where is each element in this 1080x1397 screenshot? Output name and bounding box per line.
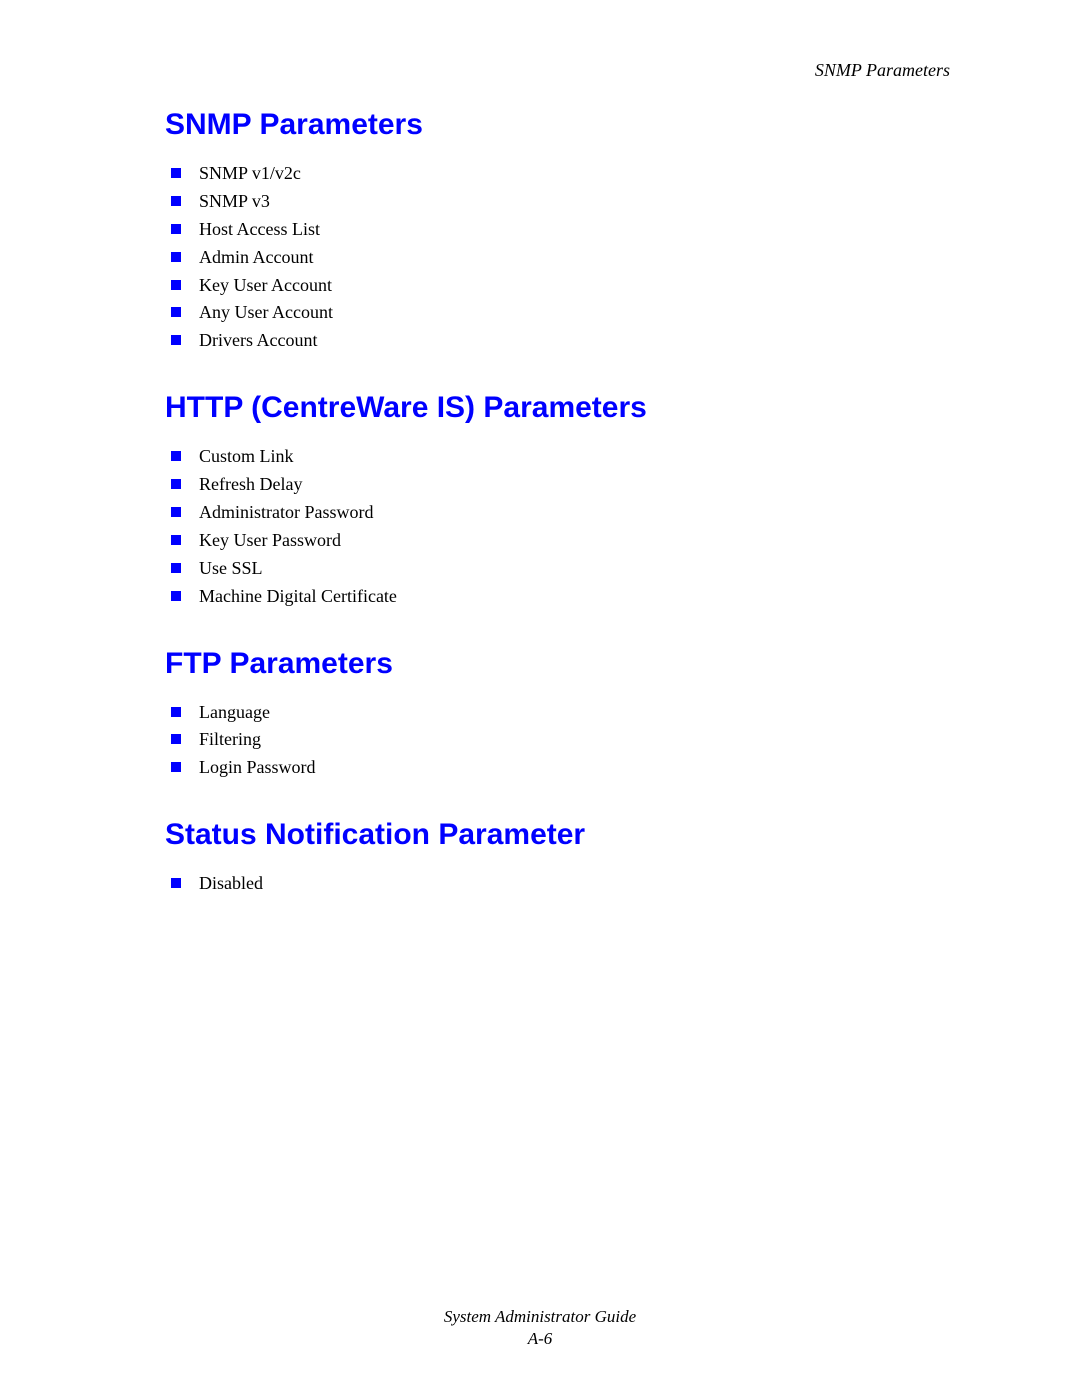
footer-page-number: A-6 xyxy=(0,1329,1080,1349)
page-footer: System Administrator Guide A-6 xyxy=(0,1307,1080,1349)
list-ftp: Language Filtering Login Password xyxy=(165,699,950,783)
list-status: Disabled xyxy=(165,870,950,898)
list-item: Filtering xyxy=(165,726,950,754)
list-item: Key User Password xyxy=(165,527,950,555)
list-item: Key User Account xyxy=(165,272,950,300)
section-heading-snmp: SNMP Parameters xyxy=(165,108,950,142)
list-item: Administrator Password xyxy=(165,499,950,527)
list-item: SNMP v3 xyxy=(165,188,950,216)
list-item: Admin Account xyxy=(165,244,950,272)
list-item: Language xyxy=(165,699,950,727)
list-item: Disabled xyxy=(165,870,950,898)
page-content: SNMP Parameters SNMP v1/v2c SNMP v3 Host… xyxy=(165,108,950,898)
list-item: Machine Digital Certificate xyxy=(165,583,950,611)
list-item: Drivers Account xyxy=(165,327,950,355)
list-item: Login Password xyxy=(165,754,950,782)
list-item: Host Access List xyxy=(165,216,950,244)
footer-title: System Administrator Guide xyxy=(444,1307,636,1326)
running-header: SNMP Parameters xyxy=(815,60,950,81)
list-item: Custom Link xyxy=(165,443,950,471)
section-heading-ftp: FTP Parameters xyxy=(165,647,950,681)
list-item: Use SSL xyxy=(165,555,950,583)
list-item: SNMP v1/v2c xyxy=(165,160,950,188)
list-snmp: SNMP v1/v2c SNMP v3 Host Access List Adm… xyxy=(165,160,950,355)
section-heading-status: Status Notification Parameter xyxy=(165,818,950,852)
list-item: Refresh Delay xyxy=(165,471,950,499)
list-item: Any User Account xyxy=(165,299,950,327)
section-heading-http: HTTP (CentreWare IS) Parameters xyxy=(165,391,950,425)
list-http: Custom Link Refresh Delay Administrator … xyxy=(165,443,950,610)
